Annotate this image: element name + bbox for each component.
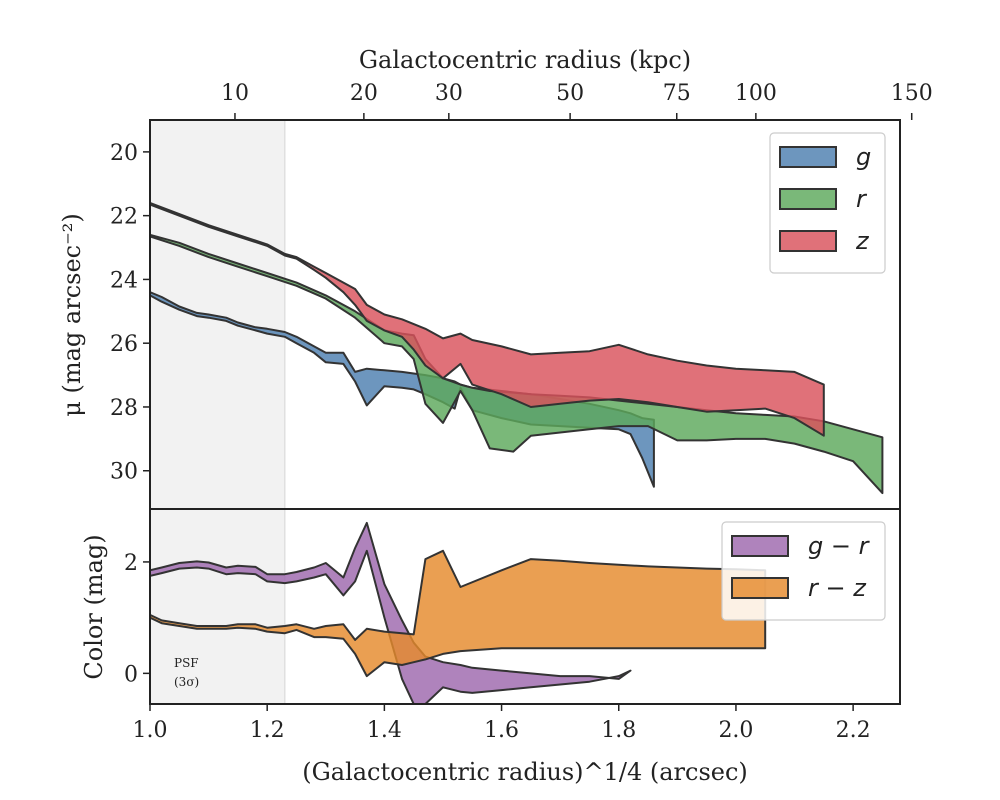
band-g-r: [150, 521, 632, 704]
psf-label-line1: PSF: [174, 656, 199, 670]
y-tick-label-28: 28: [110, 396, 138, 421]
psf-label-line2: (3σ): [174, 675, 199, 689]
top-tick-label-150: 150: [891, 81, 933, 106]
band-z: [150, 201, 825, 437]
x-tick-label-1-2: 1.2: [250, 718, 285, 743]
bottom-y-axis-title: Color (mag): [80, 534, 108, 679]
legend-label-r: r: [856, 185, 868, 213]
x-tick-label-1-4: 1.4: [367, 718, 402, 743]
galactocentric-radius-kpc-axis: 10 20 30 50 75 100 150: [221, 81, 933, 120]
y-tick-label-26: 26: [110, 332, 138, 357]
legend-swatch-g: [779, 146, 837, 168]
legend-label-r-z: r − z: [808, 574, 867, 602]
x-tick-label-2-0: 2.0: [718, 718, 753, 743]
x-tick-label-1-8: 1.8: [601, 718, 636, 743]
legend-label-g-r: g − r: [808, 532, 871, 560]
y-tick-label-0: 0: [124, 662, 138, 687]
x-tick-label-1-0: 1.0: [133, 718, 168, 743]
top-tick-label-100: 100: [735, 81, 777, 106]
legend-swatch-z: [779, 230, 837, 252]
top-axis-title: Galactocentric radius (kpc): [359, 46, 691, 74]
legend-label-z: z: [855, 227, 870, 255]
legend: grz: [769, 132, 886, 274]
surface-brightness-panel: 20 22 24 26 28 30 grz: [110, 119, 901, 510]
x-tick-label-2-2: 2.2: [836, 718, 871, 743]
top-tick-label-50: 50: [556, 81, 584, 106]
y-tick-label-20: 20: [110, 141, 138, 166]
legend-label-g: g: [856, 143, 871, 171]
x-tick-label-1-6: 1.6: [484, 718, 519, 743]
band-r-z: [150, 549, 767, 678]
y-tick-label-24: 24: [110, 268, 138, 293]
legend-swatch-g-r: [731, 535, 789, 557]
bands: [150, 521, 767, 704]
psf-shaded-region: [150, 120, 285, 509]
y-tick-label-22: 22: [110, 205, 138, 230]
x-axis-title: (Galactocentric radius)^1/4 (arcsec): [302, 758, 748, 786]
color-panel: 0 2 g − r r − z 1.0 1.2 1.4 1.6 1.8 2.0 2.2: [124, 508, 901, 743]
psf-shaded-region: [150, 509, 285, 704]
legend-swatch-r: [779, 188, 837, 210]
y-tick-label-30: 30: [110, 460, 138, 485]
top-y-axis-title: μ (mag arcsec⁻²): [58, 213, 86, 416]
bands: [150, 201, 884, 495]
panel-frame: [149, 508, 901, 705]
band-g: [150, 291, 655, 488]
legend-swatch-r-z: [731, 577, 789, 599]
top-tick-label-30: 30: [435, 81, 463, 106]
top-tick-label-75: 75: [663, 81, 691, 106]
y-tick-label-2: 2: [124, 551, 138, 576]
legend: g − r r − z: [721, 521, 886, 621]
top-tick-label-20: 20: [350, 81, 378, 106]
top-tick-label-10: 10: [221, 81, 249, 106]
